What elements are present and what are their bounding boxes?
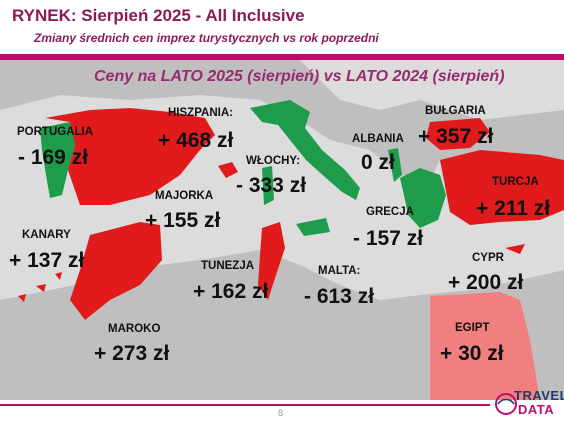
travel-data-logo: TRAVEL DATA bbox=[494, 382, 564, 420]
label-portugalia-name: PORTUGALIA bbox=[17, 126, 94, 138]
turkey-shape bbox=[440, 150, 564, 225]
logo-globe-icon bbox=[495, 393, 517, 415]
bulgaria-shape bbox=[426, 118, 490, 150]
label-albania-name: ALBANIA bbox=[352, 133, 404, 145]
majorca-shape bbox=[218, 162, 238, 178]
portugal-shape bbox=[40, 122, 75, 198]
label-cypr-name: CYPR bbox=[472, 252, 504, 264]
map-title: Ceny na LATO 2025 (sierpień) vs LATO 202… bbox=[94, 68, 505, 85]
logo-text-top: TRAVEL bbox=[514, 388, 564, 403]
label-maroko-name: MAROKO bbox=[108, 323, 161, 335]
label-malta-name: MALTA: bbox=[318, 265, 361, 277]
italy-shape bbox=[250, 100, 360, 200]
tunisia-shape bbox=[258, 222, 285, 300]
label-portugalia-value: - 169 zł bbox=[18, 146, 89, 169]
cyprus-shape bbox=[505, 244, 525, 254]
label-turcja-value: + 211 zł bbox=[476, 197, 551, 220]
header-divider bbox=[0, 54, 564, 60]
label-majorka-name: MAJORKA bbox=[155, 190, 214, 202]
label-maroko-value: + 273 zł bbox=[94, 342, 170, 365]
label-kanary-value: + 137 zł bbox=[9, 249, 85, 272]
greece-shape bbox=[400, 168, 446, 228]
label-malta-value: - 613 zł bbox=[304, 285, 375, 308]
egypt-shape bbox=[430, 292, 540, 400]
logo-text-bottom: DATA bbox=[518, 402, 555, 417]
label-cypr-value: + 200 zł bbox=[448, 271, 524, 294]
label-tunezja-name: TUNEZJA bbox=[201, 260, 255, 272]
map-shapes bbox=[0, 60, 564, 400]
slide-header: RYNEK: Sierpień 2025 - All Inclusive Zmi… bbox=[0, 0, 564, 54]
spain-shape bbox=[45, 108, 215, 205]
label-hiszpania-name: HISZPANIA: bbox=[168, 107, 233, 119]
land-north-europe bbox=[0, 60, 564, 180]
label-grecja-name: GRECJA bbox=[366, 206, 414, 218]
morocco-shape bbox=[70, 222, 162, 320]
albania-shape bbox=[388, 148, 402, 182]
label-egipt-name: EGIPT bbox=[455, 322, 490, 334]
map: Ceny na LATO 2025 (sierpień) vs LATO 202… bbox=[0, 60, 564, 400]
slide-subtitle: Zmiany średnich cen imprez turystycznych… bbox=[34, 31, 379, 45]
label-wlochy-name: WŁOCHY: bbox=[246, 155, 301, 167]
label-tunezja-value: + 162 zł bbox=[193, 280, 269, 303]
slide-title: RYNEK: Sierpień 2025 - All Inclusive bbox=[12, 6, 305, 25]
label-kanary-name: KANARY bbox=[22, 229, 71, 241]
label-majorka-value: + 155 zł bbox=[145, 209, 221, 232]
land-north-africa bbox=[0, 250, 564, 400]
label-egipt-value: + 30 zł bbox=[440, 342, 504, 365]
label-grecja-value: - 157 zł bbox=[353, 227, 424, 250]
label-bulgaria-name: BUŁGARIA bbox=[425, 105, 486, 117]
label-turcja-name: TURCJA bbox=[492, 176, 539, 188]
label-wlochy-value: - 333 zł bbox=[236, 174, 307, 197]
page-number: 8 bbox=[278, 408, 284, 418]
label-albania-value: 0 zł bbox=[361, 151, 395, 174]
canary-islands-shape bbox=[18, 272, 62, 302]
footer-divider bbox=[0, 404, 490, 406]
label-hiszpania-value: + 468 zł bbox=[158, 129, 234, 152]
label-bulgaria-value: + 357 zł bbox=[418, 125, 494, 148]
sicily-shape bbox=[296, 218, 330, 236]
sardinia-shape bbox=[262, 166, 274, 205]
